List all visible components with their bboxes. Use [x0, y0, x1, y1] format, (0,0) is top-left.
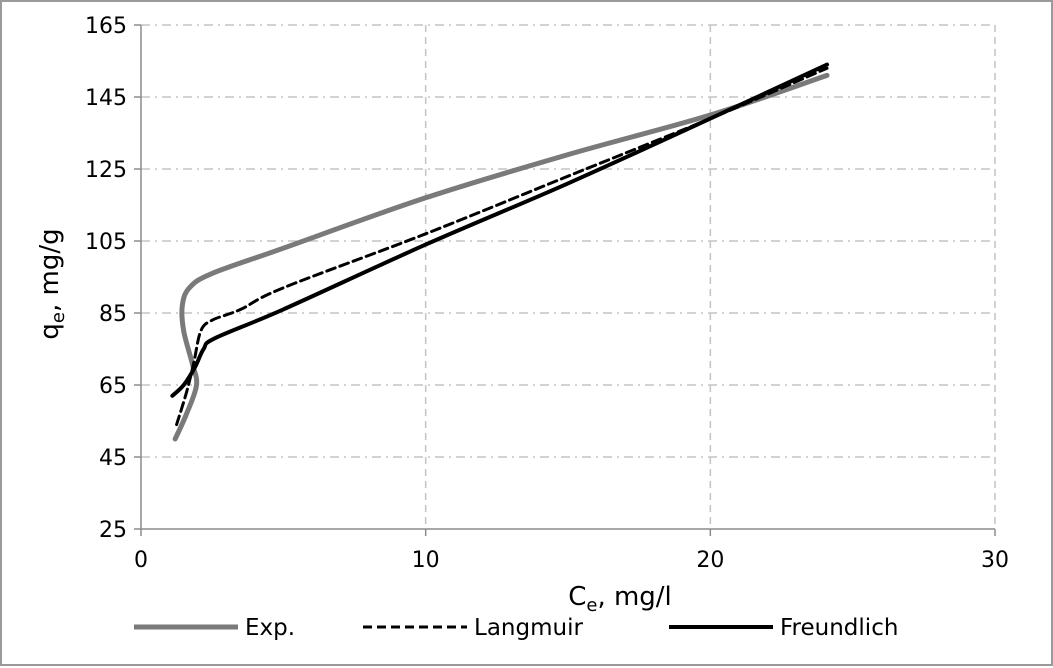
- legend: Exp. Langmuir Freundlich: [134, 615, 898, 641]
- y-tick-labels: 25 45 65 85 105 125 145 165: [85, 14, 127, 543]
- series-line-freundlich: [170, 62, 830, 398]
- x-axis-title-main: C: [568, 582, 586, 612]
- y-tick-label: 125: [85, 158, 127, 183]
- legend-label-freundlich: Freundlich: [780, 615, 898, 641]
- x-tick-label: 10: [412, 548, 440, 573]
- x-tick-label: 30: [981, 548, 1009, 573]
- axes: [134, 24, 996, 536]
- y-tick-label: 165: [85, 14, 127, 39]
- y-axis-title-main: q: [35, 323, 65, 340]
- x-axis-title: Ce, mg/l: [568, 582, 672, 616]
- y-tick-label: 45: [99, 446, 127, 471]
- y-tick-label: 25: [99, 518, 127, 543]
- x-tick-label: 20: [696, 548, 724, 573]
- y-axis-title-unit: , mg/g: [35, 228, 65, 312]
- x-tick-labels: 0 10 20 30: [134, 548, 1009, 573]
- y-tick-label: 145: [85, 86, 127, 111]
- grid-lines: [141, 24, 996, 529]
- y-axis-title: qe, mg/g: [35, 228, 69, 339]
- series-line-exp: [172, 72, 830, 442]
- legend-label-exp: Exp.: [245, 615, 295, 641]
- series-lines: [170, 62, 830, 442]
- x-axis-title-unit: , mg/l: [597, 582, 671, 612]
- x-axis-title-sub: e: [586, 595, 597, 616]
- y-axis-title-sub: e: [48, 312, 69, 323]
- y-tick-label: 105: [85, 230, 127, 255]
- legend-label-langmuir: Langmuir: [474, 615, 583, 641]
- series-line-langmuir: [175, 66, 829, 427]
- x-tick-label: 0: [134, 548, 148, 573]
- y-tick-label: 65: [99, 374, 127, 399]
- y-tick-label: 85: [99, 302, 127, 327]
